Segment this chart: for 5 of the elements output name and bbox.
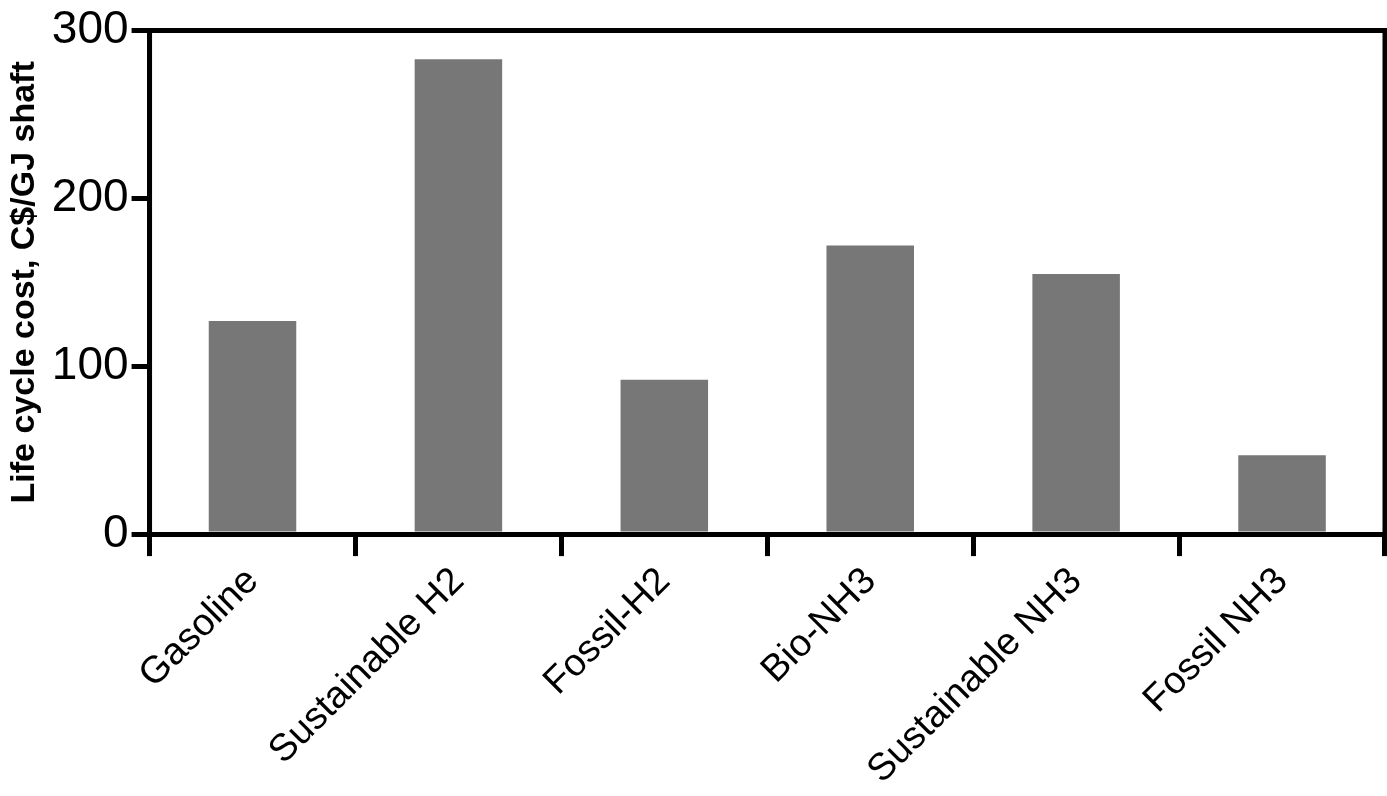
y-tick-label: 200 (51, 169, 129, 222)
y-axis-title: Life cycle cost, C$/GJ shaft (2, 61, 41, 504)
y-tick-label: 300 (51, 1, 129, 54)
y-tick-label: 0 (102, 504, 129, 557)
y-tick-label: 100 (51, 336, 129, 389)
